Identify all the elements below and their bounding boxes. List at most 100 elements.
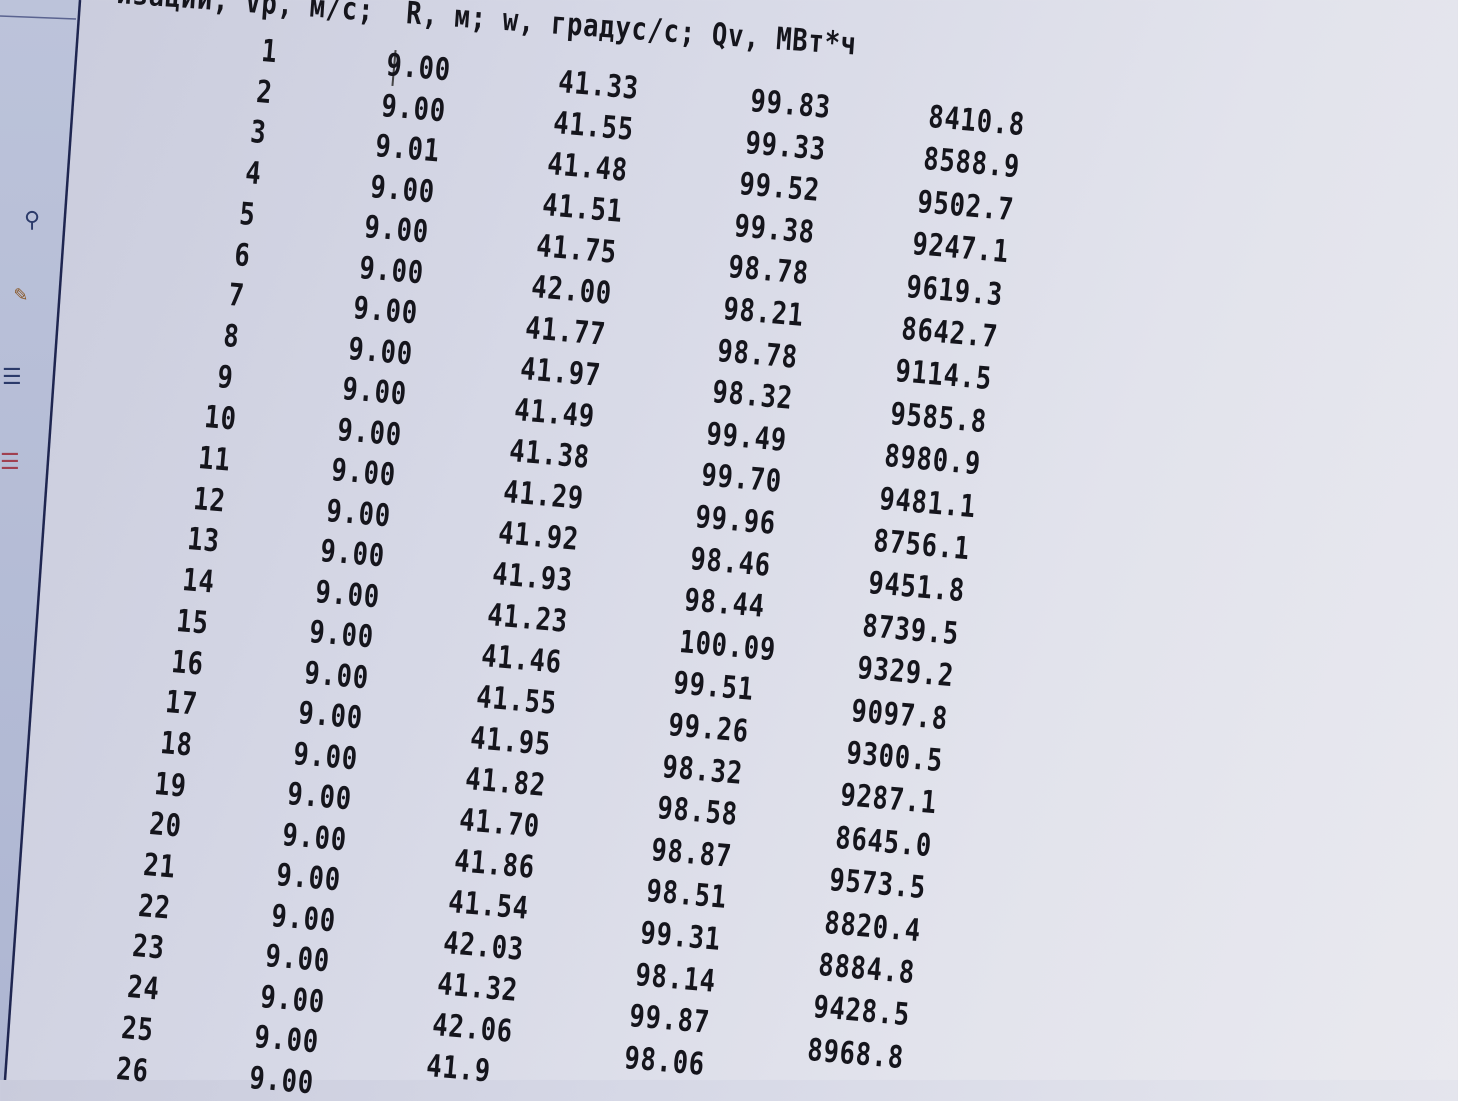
vp-cell: 9.00 xyxy=(318,533,387,575)
r-cell: 41.29 xyxy=(501,474,586,517)
qv-cell: 8756.1 xyxy=(871,523,972,568)
r-cell: 41.70 xyxy=(457,802,542,845)
qv-cell: 8645.0 xyxy=(833,819,933,865)
row-number: 7 xyxy=(226,277,247,315)
vp-cell: 9.00 xyxy=(357,249,425,291)
w-cell: 99.70 xyxy=(699,457,783,501)
row-number: 23 xyxy=(130,928,167,968)
qv-cell: 9114.5 xyxy=(893,353,994,398)
table-header: изации; Vp, м/с; R, м; w, градус/с; Qv, … xyxy=(115,0,858,63)
row-number: 21 xyxy=(141,847,178,886)
vp-cell: 9.00 xyxy=(302,654,370,696)
vp-cell: 9.00 xyxy=(296,695,365,737)
r-cell: 42.03 xyxy=(441,925,525,968)
r-cell: 42.00 xyxy=(529,269,613,312)
vp-cell: 9.00 xyxy=(335,411,403,453)
r-cell: 41.82 xyxy=(463,761,547,804)
r-cell: 41.86 xyxy=(452,843,536,886)
r-cell: 41.55 xyxy=(551,105,635,148)
vp-cell: 9.00 xyxy=(351,290,420,332)
row-number: 24 xyxy=(125,969,161,1008)
vp-cell: 9.00 xyxy=(324,492,392,534)
w-cell: 98.14 xyxy=(633,956,717,1000)
w-cell: 100.09 xyxy=(677,623,777,669)
r-cell: 41.93 xyxy=(490,556,575,599)
search-icon[interactable]: ⚲ xyxy=(24,208,41,233)
row-number: 20 xyxy=(147,806,183,845)
qv-cell: 9097.8 xyxy=(849,692,950,737)
vp-cell: 9.00 xyxy=(340,371,409,413)
r-cell: 41.33 xyxy=(556,64,641,107)
row-number: 8 xyxy=(221,317,241,356)
row-number: 19 xyxy=(152,765,189,805)
r-cell: 41.95 xyxy=(468,720,553,763)
row-number: 11 xyxy=(196,440,233,479)
vp-cell: 9.00 xyxy=(269,897,337,939)
r-cell: 41.97 xyxy=(518,351,602,394)
qv-cell: 8588.9 xyxy=(921,141,1021,186)
r-cell: 41.55 xyxy=(474,679,558,722)
qv-cell: 9300.5 xyxy=(844,735,944,780)
row-number: 2 xyxy=(254,73,274,111)
w-cell: 99.51 xyxy=(671,665,756,709)
vp-cell: 9.00 xyxy=(384,47,453,89)
w-cell: 98.78 xyxy=(715,332,800,376)
qv-cell: 8968.8 xyxy=(805,1031,906,1077)
vp-cell: 9.00 xyxy=(291,735,359,777)
w-cell: 99.87 xyxy=(627,998,712,1042)
w-cell: 98.32 xyxy=(710,374,794,418)
vp-cell: 9.01 xyxy=(373,128,442,170)
qv-cell: 8884.8 xyxy=(816,947,917,992)
qv-cell: 9287.1 xyxy=(838,777,939,822)
w-cell: 99.33 xyxy=(743,124,827,168)
r-cell: 41.75 xyxy=(534,228,619,271)
r-cell: 41.51 xyxy=(540,187,624,230)
qv-cell: 8642.7 xyxy=(899,311,999,356)
row-number: 16 xyxy=(169,643,205,683)
w-cell: 98.06 xyxy=(622,1039,706,1083)
row-number: 1 xyxy=(259,33,280,71)
vp-cell: 9.00 xyxy=(258,978,326,1020)
qv-cell: 9428.5 xyxy=(811,989,911,1034)
w-cell: 99.38 xyxy=(732,207,816,251)
r-cell: 41.23 xyxy=(485,597,569,640)
w-cell: 99.26 xyxy=(666,707,750,750)
qv-cell: 9247.1 xyxy=(910,226,1010,271)
w-cell: 99.52 xyxy=(737,166,822,210)
r-cell: 41.32 xyxy=(435,966,520,1009)
vp-cell: 9.00 xyxy=(362,209,431,251)
row-number: 12 xyxy=(191,480,227,520)
edit-icon[interactable]: ✎ xyxy=(14,282,28,307)
row-number: 10 xyxy=(202,399,238,438)
vp-cell: 9.00 xyxy=(274,857,343,899)
row-number: 18 xyxy=(158,724,194,764)
row-number: 13 xyxy=(185,521,222,561)
r-cell: 41.54 xyxy=(446,884,531,927)
qv-cell: 9619.3 xyxy=(904,268,1005,313)
vp-cell: 9.00 xyxy=(263,938,332,980)
w-cell: 98.44 xyxy=(682,582,767,626)
w-cell: 98.58 xyxy=(655,790,739,834)
left-sidebar xyxy=(0,0,80,1080)
qv-cell: 8410.8 xyxy=(926,99,1027,144)
row-number: 9 xyxy=(215,358,236,396)
list-icon[interactable]: ☰ xyxy=(2,365,22,390)
vp-cell: 9.00 xyxy=(307,614,376,656)
row-number: 15 xyxy=(174,602,211,642)
qv-cell: 9329.2 xyxy=(855,650,955,695)
row-number: 4 xyxy=(243,155,263,193)
vp-cell: 9.00 xyxy=(368,168,436,210)
vp-cell: 9.00 xyxy=(329,452,398,494)
r-cell: 41.49 xyxy=(512,392,597,435)
r-cell: 42.06 xyxy=(430,1007,514,1050)
w-cell: 98.51 xyxy=(644,873,728,917)
r-cell: 41.38 xyxy=(507,433,591,476)
vp-cell: 9.00 xyxy=(346,330,414,372)
r-cell: 41.77 xyxy=(523,310,608,353)
list-red-icon[interactable]: ☰ xyxy=(0,450,20,475)
qv-cell: 9502.7 xyxy=(915,183,1016,229)
w-cell: 99.49 xyxy=(704,415,789,459)
qv-cell: 8820.4 xyxy=(822,904,922,949)
qv-cell: 9451.8 xyxy=(866,565,966,610)
r-cell: 41.9 xyxy=(424,1048,493,1090)
